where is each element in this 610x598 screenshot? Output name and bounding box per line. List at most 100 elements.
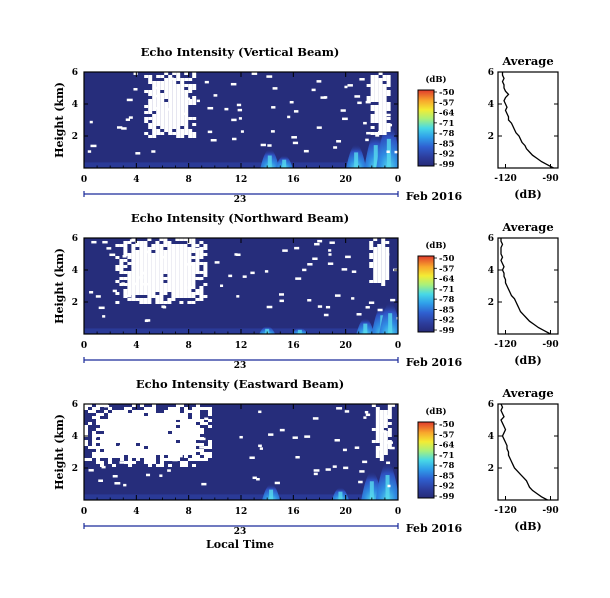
data-gap-cell bbox=[156, 416, 160, 419]
data-gap-cell bbox=[382, 114, 387, 117]
data-gap-cell bbox=[188, 410, 192, 413]
data-gap-cell bbox=[155, 241, 160, 244]
data-gap-cell bbox=[148, 440, 152, 443]
data-gap-cell bbox=[123, 295, 128, 298]
data-gap-cell bbox=[377, 274, 382, 277]
data-gap-cell bbox=[171, 292, 176, 295]
average-y-tick-label: 6 bbox=[488, 234, 494, 244]
data-gap-cell bbox=[208, 440, 212, 443]
data-gap-cell bbox=[176, 428, 180, 431]
data-gap-cell bbox=[164, 431, 168, 434]
data-gap-cell bbox=[381, 238, 386, 241]
data-gap-cell bbox=[379, 440, 384, 443]
data-gap-cell bbox=[373, 250, 378, 253]
data-gap-cell bbox=[164, 458, 168, 461]
missing-data-cell bbox=[139, 276, 144, 279]
data-gap-cell bbox=[164, 87, 169, 90]
missing-data-cell bbox=[89, 120, 93, 124]
data-gap-cell bbox=[187, 295, 192, 298]
data-gap-cell bbox=[92, 437, 96, 440]
data-gap-cell bbox=[167, 244, 172, 247]
data-gap-cell bbox=[116, 449, 120, 452]
missing-data-cell bbox=[316, 126, 322, 129]
data-gap-cell bbox=[104, 443, 108, 446]
data-gap-cell bbox=[184, 440, 188, 443]
data-gap-cell bbox=[203, 274, 208, 277]
data-gap-cell bbox=[381, 280, 386, 283]
missing-data-cell bbox=[336, 407, 343, 410]
missing-data-cell bbox=[199, 437, 206, 441]
data-gap-cell bbox=[175, 283, 180, 286]
missing-data-cell bbox=[132, 282, 137, 286]
data-gap-cell bbox=[370, 78, 375, 81]
data-gap-cell bbox=[180, 117, 185, 120]
data-gap-cell bbox=[120, 422, 124, 425]
data-gap-cell bbox=[375, 431, 380, 434]
data-gap-cell bbox=[155, 301, 160, 304]
data-gap-cell bbox=[135, 253, 140, 256]
data-gap-cell bbox=[159, 271, 164, 274]
data-gap-cell bbox=[175, 253, 180, 256]
data-gap-cell bbox=[131, 295, 136, 298]
data-gap-cell bbox=[131, 271, 136, 274]
data-gap-cell bbox=[143, 262, 148, 265]
data-gap-cell bbox=[175, 280, 180, 283]
data-gap-cell bbox=[184, 434, 188, 437]
data-gap-cell bbox=[159, 250, 164, 253]
data-gap-cell bbox=[144, 434, 148, 437]
data-gap-cell bbox=[183, 295, 188, 298]
data-gap-cell bbox=[180, 102, 185, 105]
data-gap-cell bbox=[159, 265, 164, 268]
colorbar-tick-label: -71 bbox=[439, 285, 454, 295]
data-gap-cell bbox=[148, 452, 152, 455]
data-gap-cell bbox=[163, 268, 168, 271]
data-gap-cell bbox=[131, 259, 136, 262]
data-gap-cell bbox=[96, 428, 100, 431]
data-gap-cell bbox=[176, 90, 181, 93]
data-gap-cell bbox=[381, 253, 386, 256]
data-gap-cell bbox=[136, 413, 140, 416]
missing-data-cell bbox=[351, 297, 355, 300]
missing-data-cell bbox=[358, 480, 363, 484]
average-title: Average bbox=[501, 386, 553, 400]
data-gap-cell bbox=[191, 283, 196, 286]
data-gap-cell bbox=[148, 105, 153, 108]
data-gap-cell bbox=[378, 84, 383, 87]
data-gap-cell bbox=[386, 75, 391, 78]
missing-data-cell bbox=[195, 247, 201, 251]
echo-hotspot-core bbox=[267, 155, 272, 168]
x-tick-label: 0 bbox=[81, 341, 87, 351]
data-gap-cell bbox=[139, 250, 144, 253]
data-gap-cell bbox=[382, 93, 387, 96]
data-gap-cell bbox=[143, 289, 148, 292]
data-gap-cell bbox=[164, 416, 168, 419]
data-gap-cell bbox=[108, 425, 112, 428]
data-gap-cell bbox=[135, 274, 140, 277]
data-gap-cell bbox=[172, 440, 176, 443]
data-gap-cell bbox=[139, 247, 144, 250]
data-gap-cell bbox=[188, 87, 193, 90]
data-gap-cell bbox=[176, 129, 181, 132]
data-gap-cell bbox=[188, 449, 192, 452]
data-gap-cell bbox=[171, 253, 176, 256]
data-gap-cell bbox=[171, 283, 176, 286]
data-gap-cell bbox=[163, 292, 168, 295]
data-gap-cell bbox=[184, 93, 189, 96]
data-gap-cell bbox=[143, 253, 148, 256]
data-gap-cell bbox=[155, 265, 160, 268]
data-gap-cell bbox=[160, 419, 164, 422]
data-gap-cell bbox=[135, 244, 140, 247]
data-gap-cell bbox=[143, 274, 148, 277]
data-gap-cell bbox=[164, 425, 168, 428]
data-gap-cell bbox=[386, 81, 391, 84]
data-gap-cell bbox=[152, 105, 157, 108]
data-gap-cell bbox=[184, 416, 188, 419]
data-gap-cell bbox=[378, 99, 383, 102]
data-gap-cell bbox=[112, 413, 116, 416]
data-gap-cell bbox=[184, 437, 188, 440]
data-gap-cell bbox=[147, 295, 152, 298]
data-gap-cell bbox=[366, 96, 371, 99]
x-tick-label: 0 bbox=[395, 175, 401, 185]
data-gap-cell bbox=[108, 446, 112, 449]
data-gap-cell bbox=[160, 446, 164, 449]
